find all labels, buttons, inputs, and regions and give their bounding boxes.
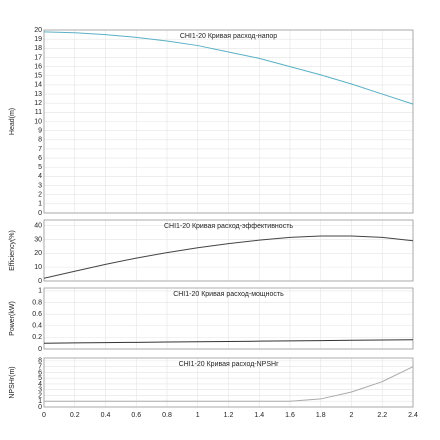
x-tick-label: 0.6 xyxy=(131,412,141,419)
y-tick-label: 2 xyxy=(38,192,42,199)
chart-title: CHI1-20 Кривая расход-NPSHr xyxy=(179,361,279,368)
chart-title: CHI1-20 Кривая расход-мощность xyxy=(173,291,284,298)
x-tick-label: 0 xyxy=(42,412,46,419)
y-tick-label: 10 xyxy=(34,264,42,271)
x-tick-label: 1.2 xyxy=(224,412,234,419)
y-tick-label: 14 xyxy=(34,82,42,89)
y-tick-label: 0 xyxy=(38,210,42,217)
y-tick-label: 1 xyxy=(38,398,42,405)
y-tick-label: 18 xyxy=(34,45,42,52)
y-tick-label: 5 xyxy=(38,375,42,382)
y-tick-label: 13 xyxy=(34,91,42,98)
y-tick-label: 3 xyxy=(38,387,42,394)
chart-title: CHI1-20 Кривая расход-эффективность xyxy=(164,223,293,230)
plot-frame xyxy=(43,357,414,408)
y-tick-label: 3 xyxy=(38,182,42,189)
y-axis-label: Efficiency(%) xyxy=(9,230,16,271)
data-line xyxy=(44,366,414,402)
plot-frame xyxy=(43,219,414,282)
y-tick-label: 1 xyxy=(38,288,42,295)
y-tick-label: 20 xyxy=(34,27,42,34)
y-tick-label: 1 xyxy=(38,201,42,208)
x-tick-label: 1.4 xyxy=(254,412,264,419)
y-axis-label: Head(m) xyxy=(9,108,16,135)
data-line xyxy=(43,339,414,344)
y-tick-label: 16 xyxy=(34,63,42,70)
y-tick-label: 2 xyxy=(38,392,42,399)
y-tick-label: 15 xyxy=(34,73,42,80)
plot-frame xyxy=(43,287,414,350)
y-tick-label: 10 xyxy=(34,118,42,125)
y-tick-label: 12 xyxy=(34,100,42,107)
y-tick-label: 8 xyxy=(38,358,42,365)
y-tick-label: 17 xyxy=(34,54,42,61)
y-tick-label: 11 xyxy=(35,109,42,116)
y-tick-label: 8 xyxy=(38,137,42,144)
y-tick-label: 7 xyxy=(38,363,42,370)
y-tick-label: 0.6 xyxy=(32,311,42,318)
y-tick-label: 0.2 xyxy=(32,334,42,341)
y-tick-label: 4 xyxy=(38,173,42,180)
y-tick-label: 7 xyxy=(38,146,42,153)
x-tick-label: 2 xyxy=(350,412,354,419)
y-tick-label: 20 xyxy=(34,250,42,257)
x-tick-label: 0.2 xyxy=(70,412,80,419)
y-tick-label: 4 xyxy=(38,381,42,388)
x-tick-label: 1.8 xyxy=(316,412,326,419)
y-tick-label: 0.4 xyxy=(32,323,42,330)
y-tick-label: 0 xyxy=(38,404,42,411)
data-line xyxy=(43,235,414,279)
x-tick-label: 1.6 xyxy=(285,412,295,419)
y-tick-label: 0 xyxy=(38,278,42,285)
y-tick-label: 0.8 xyxy=(32,299,42,306)
y-tick-label: 5 xyxy=(38,164,42,171)
y-tick-label: 40 xyxy=(34,222,42,229)
y-tick-label: 19 xyxy=(34,36,42,43)
x-tick-label: 0.4 xyxy=(101,412,111,419)
y-axis-label: Power(kW) xyxy=(9,301,16,336)
x-tick-label: 2.4 xyxy=(408,412,418,419)
y-tick-label: 30 xyxy=(34,236,42,243)
y-tick-label: 6 xyxy=(38,155,42,162)
y-tick-label: 0 xyxy=(38,346,42,353)
x-tick-label: 0.8 xyxy=(162,412,172,419)
y-axis-label: NPSHr(m) xyxy=(9,366,16,398)
data-line xyxy=(43,31,414,105)
chart-title: CHI1-20 Кривая расход-напор xyxy=(180,33,277,40)
x-tick-label: 2.2 xyxy=(377,412,387,419)
y-tick-label: 9 xyxy=(38,127,42,134)
x-tick-label: 1 xyxy=(196,412,200,419)
plot-frame xyxy=(43,29,414,214)
y-tick-label: 6 xyxy=(38,369,42,376)
